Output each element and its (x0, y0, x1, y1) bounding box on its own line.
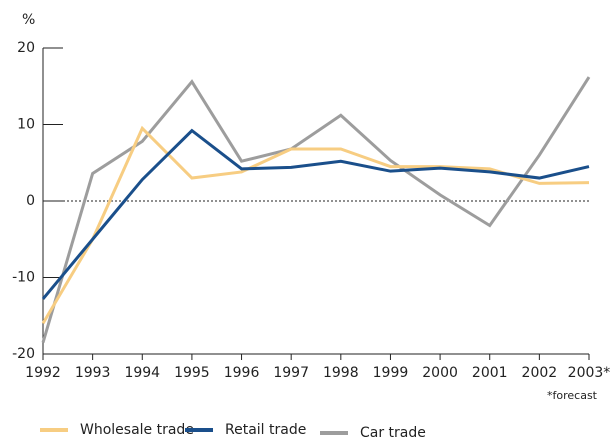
x-tick-label: 1996 (224, 365, 260, 381)
y-tick-label: 20 (17, 40, 35, 56)
series-line (41, 128, 590, 300)
y-unit: % (22, 12, 35, 28)
y-tick-label: -20 (12, 346, 35, 362)
series-line (41, 76, 591, 343)
x-tick-label: 1992 (25, 365, 61, 381)
x-tick-label: 2002 (522, 365, 558, 381)
x-tick-label: 2001 (472, 365, 508, 381)
y-tick-label: 10 (17, 117, 35, 133)
y-tick-label: 0 (26, 193, 35, 209)
annotation: *forecast (547, 389, 598, 402)
x-tick-label: 2003* (568, 365, 611, 381)
x-tick-label: 1993 (75, 365, 111, 381)
x-tick-label: 1999 (373, 365, 409, 381)
x-tick-label: 1997 (273, 365, 309, 381)
series-line (41, 125, 590, 325)
x-tick-label: 1994 (124, 365, 160, 381)
legend-label: Wholesale trade (80, 422, 194, 438)
x-tick-label: 1995 (174, 365, 210, 381)
x-tick-label: 2000 (422, 365, 458, 381)
y-tick-label: -10 (12, 270, 35, 286)
x-tick-label: 1998 (323, 365, 359, 381)
legend-label: Retail trade (225, 422, 306, 438)
legend-label: Car trade (360, 425, 426, 441)
